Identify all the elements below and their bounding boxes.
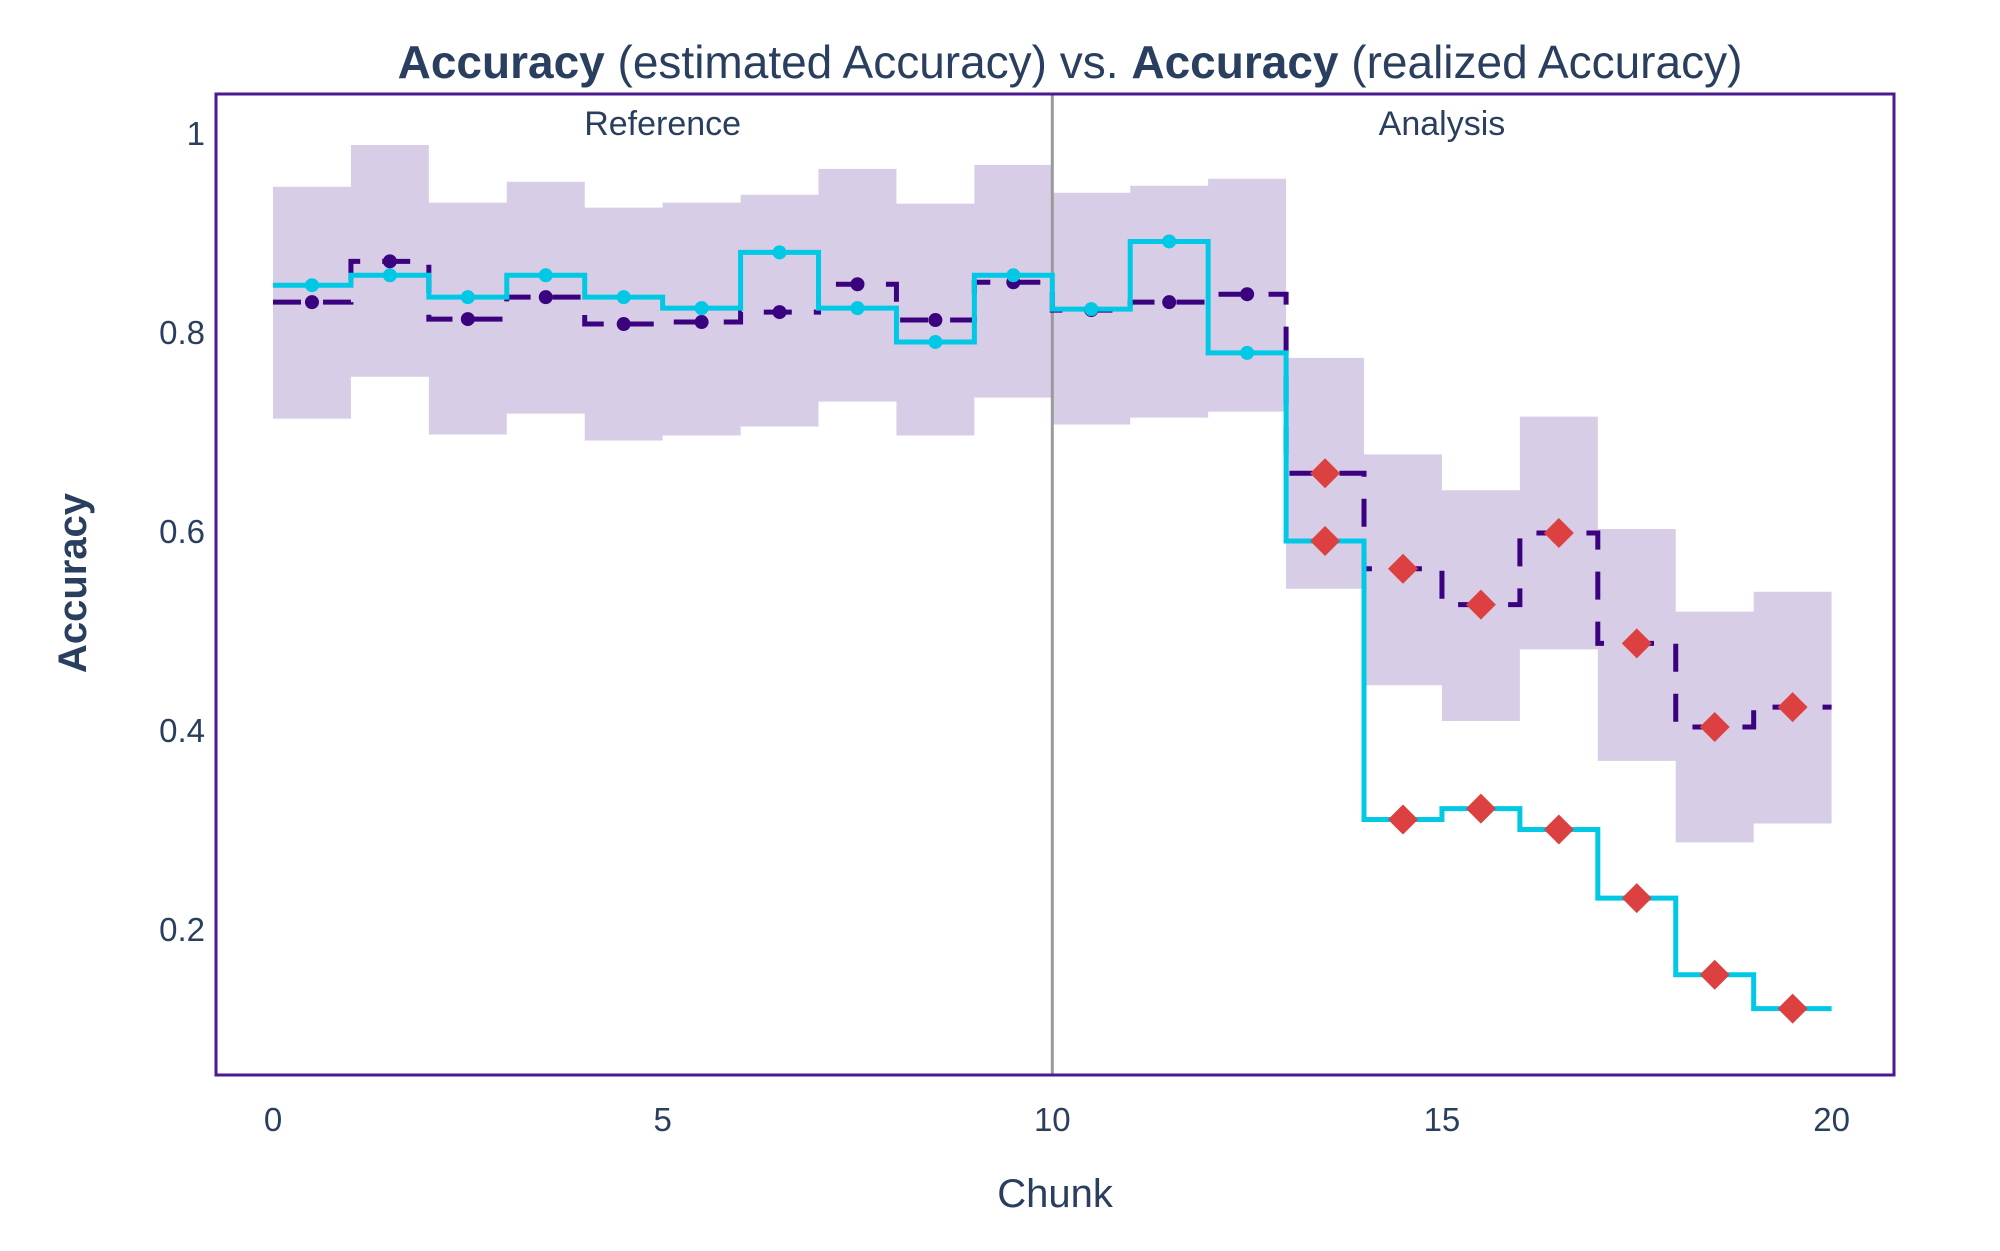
data-point-marker (694, 315, 709, 330)
period-label-analysis: Analysis (1379, 105, 1506, 143)
data-point-marker (928, 334, 943, 349)
period-label-reference: Reference (584, 105, 741, 143)
alert-diamond-marker (1543, 814, 1574, 845)
y-tick-label: 0.6 (159, 513, 205, 550)
alert-diamond-marker (1387, 804, 1418, 835)
alert-diamond-marker (1699, 959, 1730, 990)
confidence-band (273, 144, 1832, 843)
data-point-marker (382, 254, 397, 269)
alert-diamond-marker (1310, 525, 1341, 556)
y-axis-title: Accuracy (51, 492, 95, 673)
alert-diamond-marker (1621, 628, 1652, 659)
x-tick-label: 10 (1034, 1101, 1071, 1138)
alert-diamond-marker (1310, 458, 1341, 489)
alert-diamond-marker (1387, 553, 1418, 584)
y-axis-ticks: 1 0.8 0.6 0.4 0.2 (159, 115, 205, 948)
data-point-marker (694, 301, 709, 316)
data-point-marker (538, 290, 553, 305)
data-point-marker (460, 290, 475, 305)
title-metric-name: Accuracy (1131, 36, 1339, 88)
data-point-marker (1162, 234, 1177, 249)
data-point-marker (304, 278, 319, 293)
data-point-marker (1240, 287, 1255, 302)
x-tick-label: 5 (653, 1101, 671, 1138)
data-point-marker (1006, 268, 1021, 283)
alert-diamond-marker (1543, 517, 1574, 548)
title-part: (realized Accuracy) (1338, 36, 1742, 88)
y-tick-label: 1 (187, 115, 205, 152)
data-point-marker (616, 290, 631, 305)
title-part: (estimated Accuracy) vs. (605, 36, 1132, 88)
data-point-marker (772, 245, 787, 260)
x-tick-label: 15 (1424, 1101, 1461, 1138)
data-point-marker (1162, 295, 1177, 310)
data-point-marker (538, 268, 553, 283)
x-tick-label: 20 (1813, 1101, 1850, 1138)
x-axis-ticks: 0 5 10 15 20 (264, 1101, 1850, 1138)
data-point-marker (1084, 302, 1099, 317)
confidence-band-area (273, 144, 1832, 843)
data-point-marker (772, 305, 787, 320)
data-point-marker (616, 317, 631, 332)
y-tick-label: 0.4 (159, 712, 205, 749)
data-point-marker (460, 312, 475, 327)
chart-title: Accuracy (estimated Accuracy) vs. Accura… (398, 36, 1743, 88)
alert-diamond-marker (1465, 793, 1496, 824)
data-point-marker (928, 313, 943, 328)
data-point-marker (850, 277, 865, 292)
y-tick-label: 0.2 (159, 911, 205, 948)
alert-diamond-marker (1777, 692, 1808, 723)
data-markers (304, 234, 1808, 1024)
plot-area-border (214, 92, 1896, 1077)
period-labels: Reference Analysis (584, 105, 1505, 143)
alert-diamond-marker (1465, 589, 1496, 620)
data-point-marker (382, 268, 397, 283)
x-axis-title: Chunk (997, 1172, 1114, 1216)
data-point-marker (850, 301, 865, 316)
alert-diamond-marker (1777, 993, 1808, 1024)
data-point-marker (1240, 345, 1255, 360)
data-point-marker (304, 295, 319, 310)
title-metric-name: Accuracy (398, 36, 606, 88)
y-tick-label: 0.8 (159, 314, 205, 351)
x-tick-label: 0 (264, 1101, 282, 1138)
alert-diamond-marker (1621, 883, 1652, 914)
alert-diamond-marker (1699, 712, 1730, 743)
